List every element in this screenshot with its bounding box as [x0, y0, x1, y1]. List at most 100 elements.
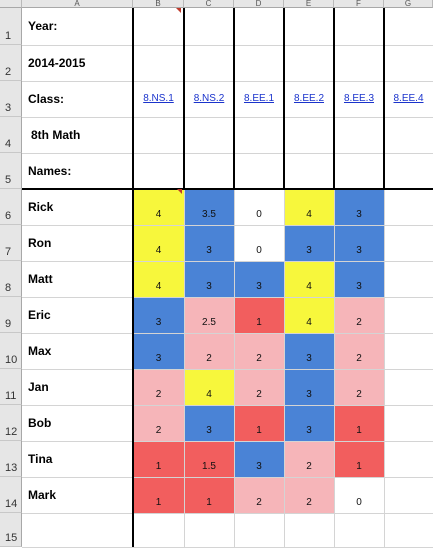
score-value[interactable]: 3: [256, 461, 262, 472]
score-value[interactable]: 4: [306, 281, 312, 292]
score-cell-fill: [133, 369, 184, 405]
score-value[interactable]: 1: [206, 497, 212, 508]
score-value[interactable]: 1: [356, 425, 362, 436]
student-name[interactable]: Mark: [28, 488, 57, 502]
score-value[interactable]: 4: [155, 281, 162, 292]
row-header-4[interactable]: 4: [0, 117, 22, 153]
standard-link-8-ee-3[interactable]: 8.EE.3: [343, 93, 375, 104]
student-name[interactable]: Tina: [28, 452, 53, 466]
score-value[interactable]: 1: [256, 317, 262, 328]
row-header-14[interactable]: 14: [0, 477, 22, 513]
score-value[interactable]: 3: [306, 245, 312, 256]
column-header-d[interactable]: D: [234, 0, 284, 8]
score-value[interactable]: 1: [155, 461, 162, 472]
score-value[interactable]: 1: [356, 461, 362, 472]
score-value[interactable]: 3.5: [202, 209, 216, 220]
score-cell-fill: [334, 333, 384, 369]
row-header-3[interactable]: 3: [0, 81, 22, 117]
row-header-7[interactable]: 7: [0, 225, 22, 261]
row-header-6[interactable]: 6: [0, 189, 22, 225]
year-value: 2014-2015: [28, 56, 86, 70]
row-header-11[interactable]: 11: [0, 369, 22, 405]
row-header-1[interactable]: 1: [0, 8, 22, 45]
score-value[interactable]: 2.5: [202, 317, 216, 328]
standard-link-8-ee-2[interactable]: 8.EE.2: [293, 93, 325, 104]
score-value[interactable]: 1.5: [202, 461, 216, 472]
score-cell-fill: [334, 297, 384, 333]
score-cell-fill: [284, 405, 334, 441]
standard-link-8-ns-1[interactable]: 8.NS.1: [143, 93, 174, 104]
row-header-12[interactable]: 12: [0, 405, 22, 441]
score-value[interactable]: 1: [256, 425, 262, 436]
score-value[interactable]: 2: [256, 389, 262, 400]
score-value[interactable]: 0: [356, 497, 362, 508]
score-value[interactable]: 2: [206, 353, 212, 364]
row-header-10[interactable]: 10: [0, 333, 22, 369]
student-name[interactable]: Bob: [28, 416, 52, 430]
score-cell-fill: [284, 297, 334, 333]
row-number: 2: [5, 66, 12, 78]
names-label: Names:: [28, 164, 72, 178]
row-header-2[interactable]: 2: [0, 45, 22, 81]
student-name[interactable]: Max: [28, 344, 52, 358]
score-value[interactable]: 3: [206, 281, 212, 292]
row-header-5[interactable]: 5: [0, 153, 22, 189]
score-value[interactable]: 3: [206, 425, 212, 436]
score-cell-fill: [334, 405, 384, 441]
score-value[interactable]: 2: [356, 389, 362, 400]
row-header-8[interactable]: 8: [0, 261, 22, 297]
score-value[interactable]: 2: [155, 389, 162, 400]
score-value[interactable]: 4: [206, 389, 212, 400]
score-value[interactable]: 3: [356, 245, 362, 256]
grid-line: [22, 117, 433, 118]
column-header-b[interactable]: B: [133, 0, 184, 8]
grid-line: [22, 45, 433, 46]
score-value[interactable]: 0: [256, 209, 262, 220]
score-value[interactable]: 2: [256, 497, 262, 508]
column-header-a[interactable]: A: [22, 0, 133, 8]
row-header-9[interactable]: 9: [0, 297, 22, 333]
standard-link-8-ee-4[interactable]: 8.EE.4: [393, 93, 424, 104]
column-header-c[interactable]: C: [184, 0, 234, 8]
standard-link-8-ee-1[interactable]: 8.EE.1: [243, 93, 275, 104]
student-name[interactable]: Jan: [28, 380, 49, 394]
score-value[interactable]: 0: [256, 245, 262, 256]
score-value[interactable]: 3: [155, 317, 162, 328]
student-name[interactable]: Matt: [28, 272, 53, 286]
score-value[interactable]: 2: [306, 497, 312, 508]
score-value[interactable]: 1: [155, 497, 162, 508]
score-value[interactable]: 2: [155, 425, 162, 436]
score-value[interactable]: 4: [155, 245, 162, 256]
student-name[interactable]: Rick: [28, 200, 54, 214]
score-value[interactable]: 3: [356, 209, 362, 220]
score-value[interactable]: 3: [256, 281, 262, 292]
score-value[interactable]: 4: [306, 209, 312, 220]
row-header-15[interactable]: 15: [0, 513, 22, 547]
row-number: 14: [5, 498, 18, 510]
standard-link-8-ns-2[interactable]: 8.NS.2: [193, 93, 225, 104]
select-all-corner[interactable]: [0, 0, 22, 8]
row-header-13[interactable]: 13: [0, 441, 22, 477]
score-value[interactable]: 3: [155, 353, 162, 364]
score-value[interactable]: 3: [306, 353, 312, 364]
grid-line: [284, 8, 285, 547]
score-value[interactable]: 4: [306, 317, 312, 328]
column-header-e[interactable]: E: [284, 0, 334, 8]
score-value[interactable]: 3: [356, 281, 362, 292]
score-cell-fill: [184, 333, 234, 369]
column-header-f[interactable]: F: [334, 0, 384, 8]
score-value[interactable]: 2: [306, 461, 312, 472]
score-value[interactable]: 3: [206, 245, 212, 256]
score-value[interactable]: 2: [356, 353, 362, 364]
score-value[interactable]: 2: [356, 317, 362, 328]
score-value[interactable]: 3: [306, 389, 312, 400]
score-value[interactable]: 3: [306, 425, 312, 436]
student-name[interactable]: Eric: [28, 308, 51, 322]
score-cell-fill: [284, 333, 334, 369]
score-value[interactable]: 4: [155, 209, 162, 220]
column-header-g[interactable]: G: [384, 0, 433, 8]
student-name[interactable]: Ron: [28, 236, 52, 250]
score-value[interactable]: 2: [256, 353, 262, 364]
score-cell-fill: [234, 297, 284, 333]
score-cell-fill: [234, 405, 284, 441]
